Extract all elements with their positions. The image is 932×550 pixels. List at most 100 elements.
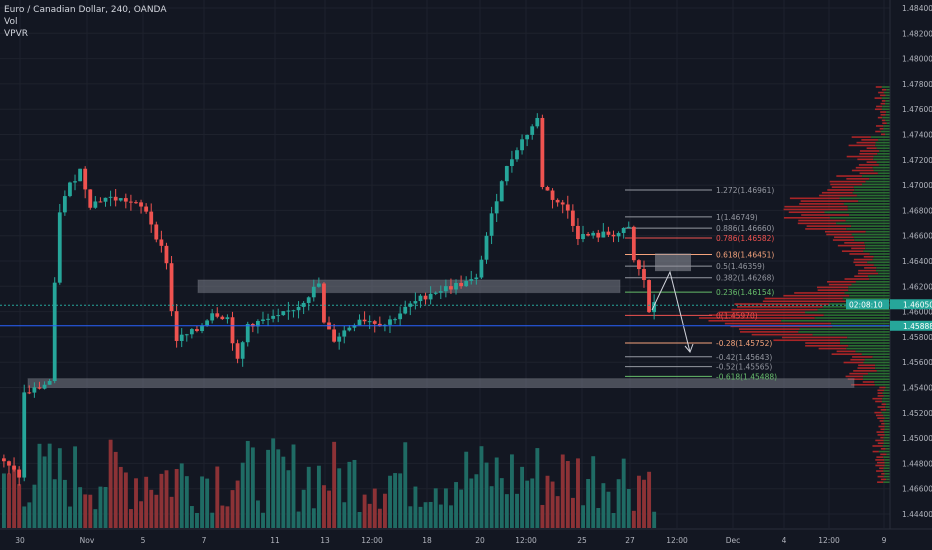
indicator-vpvr[interactable]: VPVR	[4, 29, 28, 39]
countdown-label: 02:08:10	[849, 300, 883, 309]
candle-body	[611, 234, 616, 237]
vpvr-bar-buy	[883, 389, 890, 392]
vpvr-bar-buy	[851, 225, 890, 227]
vpvr-bar-buy	[883, 395, 890, 397]
vpvr-bar-buy	[885, 403, 890, 406]
vpvr-bar-sell	[876, 470, 884, 472]
candle-body	[494, 201, 499, 214]
vpvr-bar-buy	[848, 345, 890, 347]
candle-body	[154, 224, 159, 240]
vpvr-bar-sell	[855, 166, 873, 169]
candle-body	[342, 330, 347, 337]
vpvr-bar-buy	[865, 180, 890, 183]
volume-bar	[510, 454, 514, 528]
vpvr-bar-buy	[848, 286, 890, 289]
vpvr-bar-sell	[880, 94, 886, 97]
candle-body	[291, 310, 296, 312]
vpvr-bar-sell	[805, 228, 847, 230]
vpvr-bar-buy	[856, 194, 890, 197]
candle-body	[316, 283, 321, 287]
vpvr-bar-buy	[883, 470, 890, 472]
candle-body	[352, 325, 357, 328]
vpvr-bar-sell	[698, 317, 815, 319]
vpvr-bar-buy	[864, 242, 890, 244]
vpvr-bar-sell	[836, 175, 863, 177]
vpvr-bar-sell	[784, 205, 848, 208]
vpvr-bar-sell	[738, 328, 800, 330]
vpvr-bar-buy	[849, 294, 890, 297]
volume-bar	[499, 478, 504, 528]
vpvr-bar-sell	[724, 322, 832, 325]
price-tick-label: 1.44800	[902, 459, 932, 468]
vpvr-bar-sell	[882, 122, 887, 124]
candle-body	[454, 282, 458, 290]
candle-body	[62, 196, 67, 213]
candle-body	[210, 313, 215, 321]
candle-body	[474, 277, 479, 280]
volume-bar	[215, 466, 220, 528]
volume-bar	[408, 506, 413, 528]
vpvr-bar-buy	[883, 467, 890, 470]
time-tick-label: 12:00	[818, 536, 840, 545]
volume-bar	[37, 443, 42, 528]
vpvr-bar-buy	[842, 297, 890, 300]
volume-bar	[57, 448, 62, 528]
vpvr-bar-sell	[764, 297, 843, 300]
vpvr-bar-sell	[859, 152, 878, 155]
candle-body	[449, 286, 453, 290]
candle-body	[179, 334, 184, 341]
candle-body	[576, 225, 580, 240]
vpvr-bar-buy	[883, 442, 890, 445]
vpvr-bar-sell	[879, 386, 886, 389]
candle-body	[195, 329, 199, 332]
time-tick-label: Dec	[726, 536, 741, 545]
vpvr-bar-buy	[836, 222, 890, 225]
vpvr-bar-buy	[873, 264, 890, 266]
volume-bar	[205, 478, 210, 528]
volume-bar	[596, 507, 601, 528]
candle-body	[103, 197, 108, 202]
volume-bar	[322, 485, 326, 528]
vpvr-bar-sell	[881, 119, 886, 122]
vpvr-bar-sell	[844, 242, 865, 244]
candle-body	[12, 465, 16, 470]
fib-level-label: -0.52(1.45565)	[716, 363, 772, 372]
vpvr-bar-sell	[881, 100, 886, 102]
vpvr-bar-buy	[869, 253, 890, 255]
vpvr-bar-sell	[789, 197, 840, 200]
vpvr-bar-sell	[826, 233, 852, 236]
volume-bar	[240, 462, 245, 528]
vpvr-bar-buy	[869, 178, 890, 180]
indicator-vol[interactable]: Vol	[4, 17, 18, 27]
vpvr-bar-buy	[865, 230, 890, 233]
vpvr-bar-sell	[875, 414, 884, 417]
vpvr-bar-sell	[881, 422, 885, 425]
vpvr-bar-buy	[875, 367, 890, 369]
vpvr-bar-buy	[831, 322, 890, 325]
vpvr-bar-sell	[881, 473, 885, 475]
current-price-label: 1.46050	[903, 300, 932, 309]
vpvr-bar-buy	[847, 208, 890, 211]
vpvr-bar-buy	[851, 283, 890, 286]
vpvr-bar-buy	[855, 350, 890, 353]
vpvr-bar-buy	[884, 428, 890, 431]
vpvr-bar-buy	[882, 105, 890, 108]
volume-bar	[332, 441, 337, 528]
vpvr-bar-sell	[831, 186, 854, 188]
vpvr-bar-sell	[880, 409, 887, 411]
vpvr-bar-sell	[880, 102, 886, 105]
volume-bar	[7, 473, 11, 528]
volume-bar	[352, 459, 357, 528]
symbol-title[interactable]: Euro / Canadian Dollar, 240, OANDA	[4, 5, 167, 15]
vpvr-bar-buy	[885, 406, 890, 408]
candle-body	[464, 280, 469, 287]
volume-bar	[413, 486, 418, 528]
candle-body	[535, 117, 540, 127]
volume-bar	[631, 510, 636, 528]
candle-body	[17, 469, 22, 478]
candle-body	[565, 204, 570, 211]
vpvr-bar-buy	[884, 434, 890, 436]
volume-bar	[286, 470, 291, 528]
vpvr-bar-sell	[880, 478, 887, 481]
